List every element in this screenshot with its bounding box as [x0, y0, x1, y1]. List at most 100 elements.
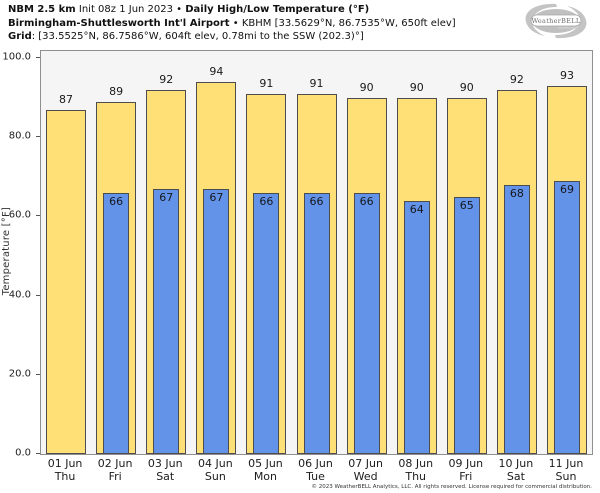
high-value-label: 90 [409, 80, 424, 94]
low-bar: 66 [303, 192, 330, 454]
x-tick-date: 02 Jun [97, 457, 133, 470]
bar-group: 90 66 [342, 51, 392, 454]
low-bar: 69 [553, 180, 580, 454]
low-bar: 65 [453, 196, 480, 454]
bar-group: 92 68 [492, 51, 542, 454]
bar-group: 90 65 [442, 51, 492, 454]
high-bar [46, 109, 87, 454]
high-value-label: 92 [509, 72, 524, 86]
init-time: Init 08z 1 Jun 2023 • [75, 4, 186, 15]
x-tick-date: 08 Jun [398, 457, 434, 470]
low-bar: 67 [153, 188, 180, 454]
x-tick-day: Thu [405, 470, 427, 483]
bar-group: 87 [41, 51, 91, 454]
grid-info: : [33.5525°N, 86.7586°W, 604ft elev, 0.7… [31, 31, 364, 42]
low-bar: 66 [353, 192, 380, 454]
x-tick-day: Sat [156, 470, 175, 483]
product-title: Daily High/Low Temperature (°F) [185, 4, 370, 15]
header-line-2: Birmingham-Shuttlesworth Int'l Airport •… [8, 17, 456, 31]
copyright-footer: © 2023 WeatherBELL Analytics, LLC. All r… [311, 484, 592, 490]
x-tick-day: Fri [459, 470, 473, 483]
x-tick-label: 01 Jun Thu [40, 457, 90, 483]
x-tick-label: 07 Jun Wed [341, 457, 391, 483]
x-tick-day: Tue [306, 470, 325, 483]
x-tick-label: 05 Jun Mon [240, 457, 290, 483]
x-tick-day: Fri [108, 470, 122, 483]
x-tick-label: 09 Jun Fri [441, 457, 491, 483]
x-tick-date: 01 Jun [47, 457, 83, 470]
x-tick-label: 03 Jun Sat [140, 457, 190, 483]
high-value-label: 90 [459, 80, 474, 94]
y-tick-label: 20.0 [8, 368, 31, 380]
y-tick-mark [36, 215, 40, 217]
plot-area: 87 89 66 92 67 94 67 91 66 91 66 90 66 90 64 90 65 92 68 93… [40, 50, 593, 455]
x-tick-label: 08 Jun Thu [391, 457, 441, 483]
bar-group: 94 67 [191, 51, 241, 454]
high-value-label: 87 [59, 92, 74, 106]
low-value-label: 66 [309, 194, 324, 208]
low-value-label: 67 [209, 190, 224, 204]
y-tick-label: 0.0 [15, 447, 31, 459]
x-tick-date: 04 Jun [197, 457, 233, 470]
y-tick-mark [36, 57, 40, 59]
low-bar: 66 [103, 192, 130, 454]
low-bar: 68 [503, 184, 530, 454]
x-tick-label: 11 Jun Sun [541, 457, 591, 483]
x-tick-date: 11 Jun [548, 457, 584, 470]
station-name: Birmingham-Shuttlesworth Int'l Airport [8, 17, 230, 29]
y-tick-mark [36, 373, 40, 375]
weatherbell-logo: WeatherBELL [518, 2, 594, 42]
low-bar: 66 [253, 192, 280, 454]
x-tick-date: 03 Jun [147, 457, 183, 470]
y-tick-mark [36, 136, 40, 138]
high-value-label: 89 [109, 84, 124, 98]
bar-group: 91 66 [291, 51, 341, 454]
y-tick-label: 40.0 [8, 289, 31, 301]
x-tick-label: 02 Jun Fri [90, 457, 140, 483]
high-value-label: 92 [159, 72, 174, 86]
station-info: • KBHM [33.5629°N, 86.7535°W, 650ft elev… [229, 17, 456, 29]
bar-group: 92 67 [141, 51, 191, 454]
bar-group: 89 66 [91, 51, 141, 454]
header-line-1: NBM 2.5 km Init 08z 1 Jun 2023 • Daily H… [8, 3, 456, 17]
bar-group: 93 69 [542, 51, 592, 454]
x-tick-date: 10 Jun [498, 457, 534, 470]
x-tick-date: 05 Jun [248, 457, 283, 470]
y-tick-mark [36, 294, 40, 296]
x-tick-day: Sun [204, 470, 226, 483]
x-tick-label: 04 Jun Sun [190, 457, 240, 483]
logo-swirl-icon: WeatherBELL [525, 3, 587, 39]
y-tick-label: 100.0 [2, 51, 31, 63]
y-tick-label: 80.0 [8, 130, 31, 142]
low-bar: 64 [403, 200, 430, 454]
x-tick-date: 07 Jun [348, 457, 383, 470]
low-bar: 67 [203, 188, 230, 454]
high-value-label: 91 [309, 76, 324, 90]
low-value-label: 67 [159, 190, 174, 204]
x-axis-labels: 01 Jun Thu 02 Jun Fri 03 Jun Sat 04 Jun Sun 05 J… [40, 457, 591, 483]
low-value-label: 66 [259, 194, 274, 208]
high-value-label: 91 [259, 76, 274, 90]
low-value-label: 69 [559, 182, 574, 196]
x-tick-day: Mon [253, 470, 278, 483]
chart-header: NBM 2.5 km Init 08z 1 Jun 2023 • Daily H… [8, 3, 456, 44]
low-value-label: 68 [509, 186, 524, 200]
y-axis: 0.0 20.0 40.0 60.0 80.0 100.0 [0, 50, 40, 459]
y-tick-label: 60.0 [8, 209, 31, 221]
bar-group: 91 66 [241, 51, 291, 454]
grid-label: Grid [8, 31, 32, 42]
x-tick-label: 10 Jun Sat [491, 457, 541, 483]
x-tick-date: 09 Jun [448, 457, 484, 470]
x-tick-date: 06 Jun [298, 457, 333, 470]
low-value-label: 64 [409, 202, 424, 216]
x-tick-day: Thu [54, 470, 76, 483]
x-tick-label: 06 Jun Tue [290, 457, 340, 483]
bars-layer: 87 89 66 92 67 94 67 91 66 91 66 90 66 90 64 90 65 92 68 93… [41, 51, 592, 454]
x-tick-day: Sat [506, 470, 525, 483]
high-value-label: 90 [359, 80, 374, 94]
x-tick-day: Sun [555, 470, 577, 483]
high-value-label: 93 [559, 68, 574, 82]
x-tick-day: Wed [353, 470, 378, 483]
svg-text:WeatherBELL: WeatherBELL [531, 17, 580, 25]
